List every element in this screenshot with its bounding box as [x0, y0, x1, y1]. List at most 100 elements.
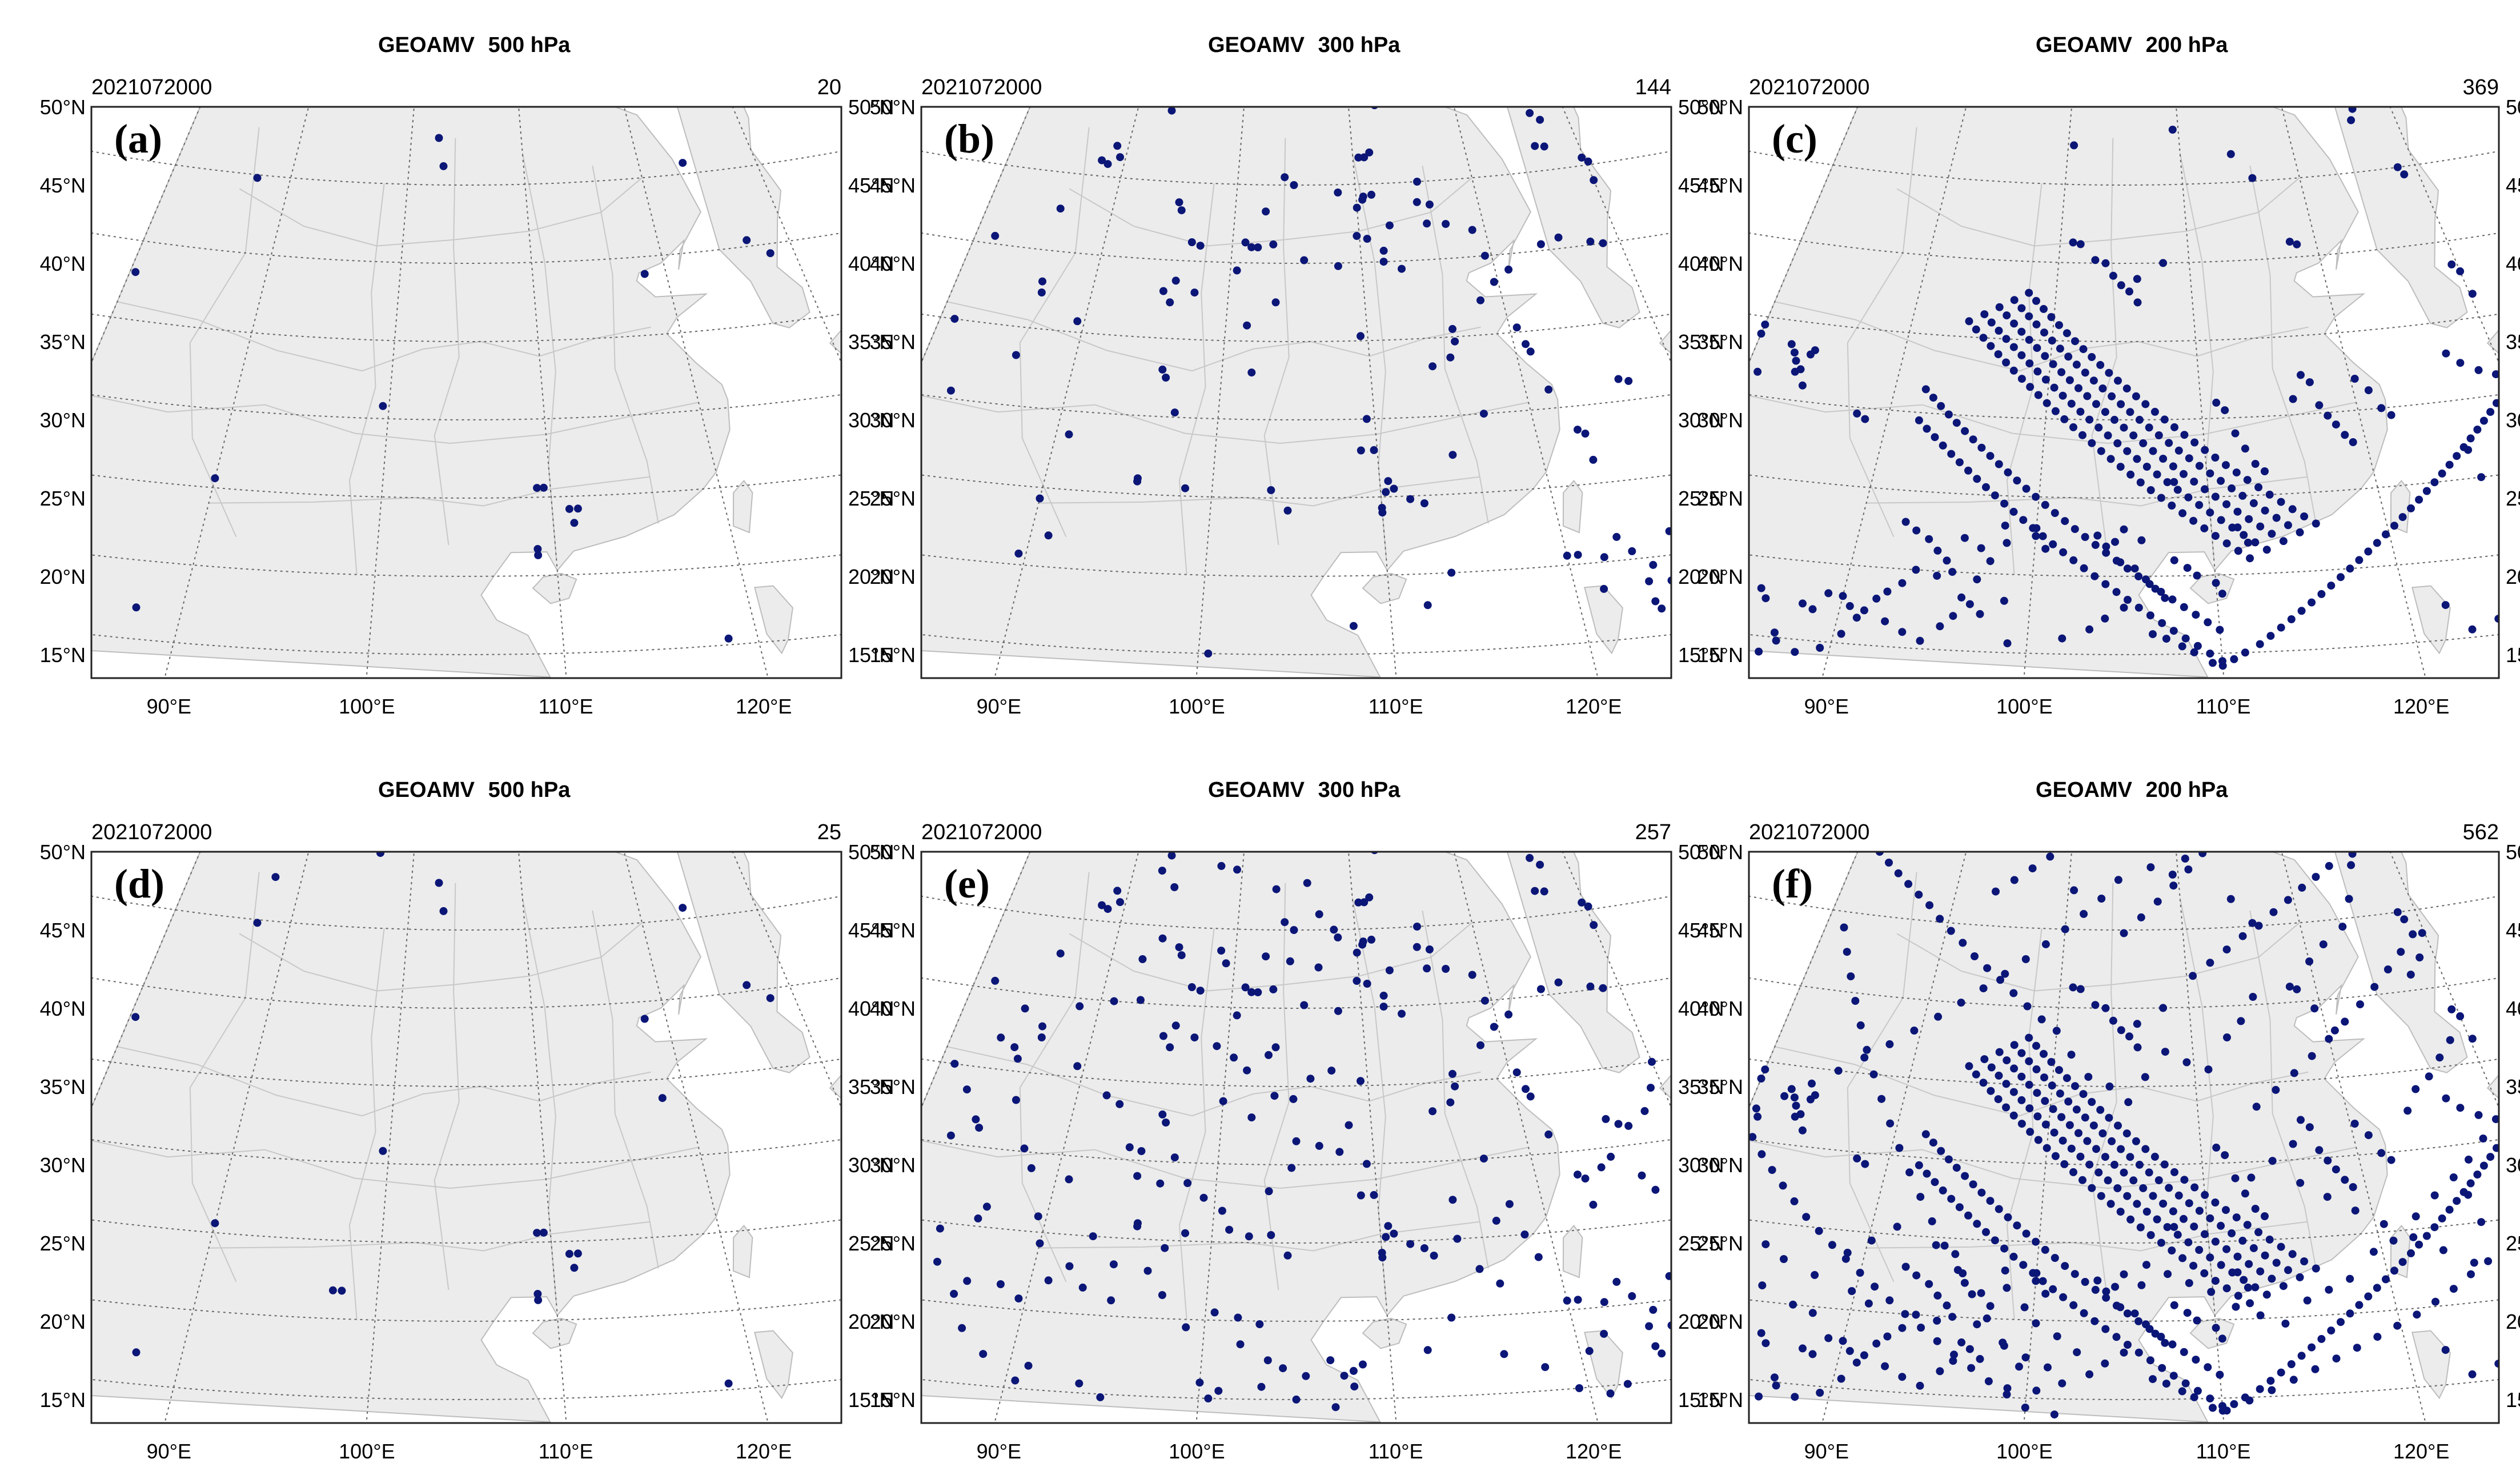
obs-point [2157, 1238, 2165, 1247]
obs-point [2078, 431, 2086, 439]
obs-point [2117, 400, 2125, 408]
obs-point [2393, 908, 2402, 916]
obs-point [2153, 1215, 2161, 1224]
obs-point [2251, 1283, 2260, 1292]
panel-label: (b) [944, 116, 994, 162]
obs-point [1932, 1241, 1940, 1249]
obs-point [2032, 1041, 2040, 1050]
obs-point [2256, 522, 2265, 531]
obs-point [1840, 923, 1848, 932]
obs-point [1367, 190, 1375, 199]
obs-point [1365, 893, 1374, 901]
obs-point [1965, 600, 1974, 608]
obs-point [132, 1348, 141, 1357]
lat-tick-label: 50°N [870, 95, 916, 119]
obs-point [2233, 523, 2242, 532]
obs-point [2146, 611, 2154, 620]
obs-point [1936, 622, 1944, 631]
obs-point [2047, 1058, 2056, 1066]
lon-tick-label: 120°E [2393, 695, 2449, 718]
obs-point [2204, 1065, 2213, 1074]
panel-date: 2021072000 [921, 75, 1042, 99]
obs-point [1729, 1224, 1737, 1232]
map-area [91, 852, 841, 1423]
obs-point [1038, 1022, 1046, 1031]
obs-point [1955, 458, 1964, 467]
obs-point [2192, 611, 2200, 619]
obs-point [1384, 1222, 1393, 1231]
obs-point [1283, 506, 1292, 515]
obs-point [2468, 1035, 2477, 1043]
obs-point [2364, 547, 2373, 556]
obs-point [1791, 1393, 1799, 1401]
obs-point [2091, 1285, 2100, 1294]
obs-point [2165, 1184, 2173, 1192]
obs-point [2029, 524, 2037, 532]
obs-point [1413, 178, 1421, 186]
obs-point [2245, 515, 2253, 523]
obs-point [1554, 233, 1563, 242]
obs-point [1167, 852, 1176, 860]
obs-point [2195, 501, 2204, 509]
obs-point [2465, 1155, 2473, 1164]
obs-point [2120, 423, 2128, 432]
province-border [208, 476, 650, 507]
obs-point [2246, 1299, 2254, 1308]
panel-count: 20 [817, 75, 841, 99]
obs-point [2080, 1309, 2088, 1317]
obs-point [1929, 394, 1937, 402]
obs-point [2364, 386, 2373, 395]
lat-tick-label: 45°N [2506, 919, 2520, 942]
obs-point [1757, 330, 1765, 338]
obs-point [2129, 1176, 2138, 1185]
obs-point [1600, 1329, 1608, 1338]
obs-point [2212, 398, 2221, 407]
obs-point [2411, 1212, 2420, 1221]
obs-point [2468, 290, 2477, 298]
obs-point [2207, 1288, 2216, 1296]
obs-point [2074, 1129, 2082, 1137]
obs-point [1692, 540, 1700, 548]
obs-point [1247, 368, 1256, 377]
parallel-line [1749, 232, 2499, 264]
obs-point [2025, 1104, 2034, 1113]
obs-point [991, 231, 1000, 240]
obs-point [2430, 1191, 2439, 1200]
obs-point [2330, 1026, 2339, 1035]
obs-point [2104, 431, 2112, 440]
obs-point [2315, 401, 2324, 410]
obs-point [2133, 1200, 2141, 1208]
obs-point [1287, 1164, 1296, 1172]
obs-point [1695, 1265, 1703, 1273]
province-border [434, 138, 460, 546]
obs-point [2092, 400, 2100, 408]
panel-frame [920, 106, 1672, 679]
obs-point [1995, 1071, 2003, 1080]
obs-point [1688, 1285, 1696, 1293]
obs-point [2101, 1153, 2109, 1161]
obs-point [2122, 384, 2131, 393]
obs-point [2261, 467, 2269, 475]
obs-point [1792, 356, 1800, 365]
obs-point [1749, 1133, 1757, 1141]
obs-point [2474, 1111, 2483, 1119]
panel-frame [1748, 851, 2500, 1424]
obs-point [1234, 1313, 1242, 1322]
obs-point [1947, 1195, 1956, 1203]
lon-tick-label: 100°E [1169, 1440, 1225, 1463]
obs-point [2017, 1096, 2026, 1104]
land-island [532, 572, 577, 604]
panel-count: 562 [2463, 820, 2499, 844]
lat-tick-label: 20°N [870, 565, 916, 588]
obs-point [2111, 538, 2119, 546]
obs-point [1995, 460, 2003, 468]
obs-point [1969, 1180, 1977, 1189]
lat-tick-label: 30°N [870, 1153, 916, 1177]
obs-point [1947, 450, 1956, 458]
obs-point [2120, 929, 2128, 937]
obs-point [1420, 499, 1428, 507]
obs-point [1915, 416, 1923, 424]
obs-point [2178, 509, 2187, 518]
panel-label: (e) [944, 861, 990, 907]
lon-tick-label: 110°E [539, 1440, 593, 1463]
